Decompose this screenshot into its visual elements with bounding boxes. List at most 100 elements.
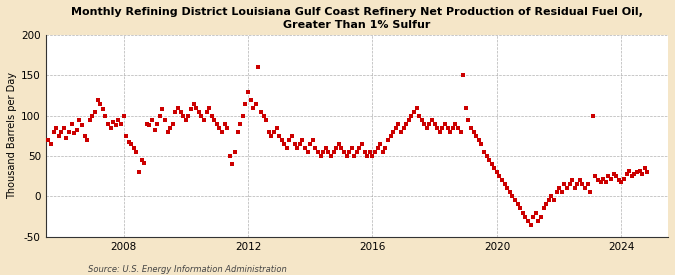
Point	[66, 122, 77, 126]
Point	[497, 178, 508, 182]
Point	[414, 114, 425, 118]
Point	[87, 114, 98, 118]
Point	[51, 126, 61, 130]
Point	[556, 190, 567, 194]
Point	[170, 109, 181, 114]
Point	[79, 134, 90, 138]
Point	[263, 130, 274, 134]
Point	[580, 186, 591, 191]
Point	[53, 134, 64, 138]
Point	[230, 150, 240, 154]
Point	[162, 130, 173, 134]
Point	[554, 186, 564, 191]
Point	[569, 186, 580, 191]
Point	[388, 130, 399, 134]
Point	[115, 122, 126, 126]
Point	[100, 114, 111, 118]
Point	[139, 160, 150, 165]
Point	[323, 150, 333, 154]
Point	[370, 150, 381, 154]
Point	[504, 190, 515, 194]
Point	[445, 130, 456, 134]
Point	[608, 172, 619, 176]
Y-axis label: Thousand Barrels per Day: Thousand Barrels per Day	[7, 72, 17, 199]
Point	[562, 186, 572, 191]
Point	[95, 101, 105, 106]
Point	[331, 146, 342, 150]
Point	[191, 106, 202, 110]
Point	[110, 123, 121, 128]
Point	[235, 122, 246, 126]
Point	[512, 202, 523, 207]
Point	[222, 126, 233, 130]
Point	[603, 174, 614, 178]
Point	[419, 122, 430, 126]
Point	[583, 182, 593, 186]
Point	[632, 170, 643, 174]
Point	[380, 146, 391, 150]
Point	[531, 210, 541, 215]
Point	[432, 126, 443, 130]
Point	[175, 109, 186, 114]
Point	[43, 138, 54, 142]
Point	[621, 172, 632, 176]
Text: Source: U.S. Energy Information Administration: Source: U.S. Energy Information Administ…	[88, 265, 286, 274]
Point	[124, 139, 134, 144]
Point	[165, 126, 176, 130]
Point	[273, 134, 284, 138]
Point	[290, 142, 300, 146]
Point	[546, 194, 557, 199]
Point	[510, 198, 520, 203]
Title: Monthly Refining District Louisiana Gulf Coast Refinery Net Production of Residu: Monthly Refining District Louisiana Gulf…	[71, 7, 643, 30]
Point	[507, 194, 518, 199]
Point	[217, 130, 227, 134]
Point	[356, 142, 367, 146]
Point	[634, 168, 645, 173]
Point	[63, 130, 74, 134]
Point	[310, 146, 321, 150]
Point	[196, 114, 207, 118]
Point	[476, 142, 487, 146]
Point	[84, 118, 95, 122]
Point	[152, 122, 163, 126]
Point	[372, 146, 383, 150]
Point	[142, 122, 153, 126]
Point	[333, 142, 344, 146]
Point	[155, 114, 165, 118]
Point	[294, 142, 305, 146]
Point	[442, 126, 453, 130]
Point	[460, 106, 471, 110]
Point	[307, 138, 318, 142]
Point	[313, 150, 323, 154]
Point	[359, 150, 370, 154]
Point	[136, 158, 147, 162]
Point	[470, 134, 481, 138]
Point	[642, 170, 653, 174]
Point	[103, 122, 113, 126]
Point	[637, 172, 647, 176]
Point	[118, 114, 129, 118]
Point	[56, 130, 67, 134]
Point	[429, 122, 440, 126]
Point	[522, 218, 533, 223]
Point	[339, 150, 350, 154]
Point	[258, 114, 269, 118]
Point	[126, 142, 137, 146]
Point	[528, 214, 539, 219]
Point	[448, 126, 458, 130]
Point	[188, 101, 199, 106]
Point	[61, 136, 72, 141]
Point	[616, 180, 627, 184]
Point	[336, 146, 347, 150]
Point	[416, 118, 427, 122]
Point	[450, 122, 461, 126]
Point	[468, 130, 479, 134]
Point	[605, 177, 616, 181]
Point	[72, 128, 82, 133]
Point	[250, 101, 261, 106]
Point	[411, 106, 422, 110]
Point	[328, 150, 339, 154]
Point	[401, 122, 412, 126]
Point	[69, 131, 80, 136]
Point	[121, 134, 132, 138]
